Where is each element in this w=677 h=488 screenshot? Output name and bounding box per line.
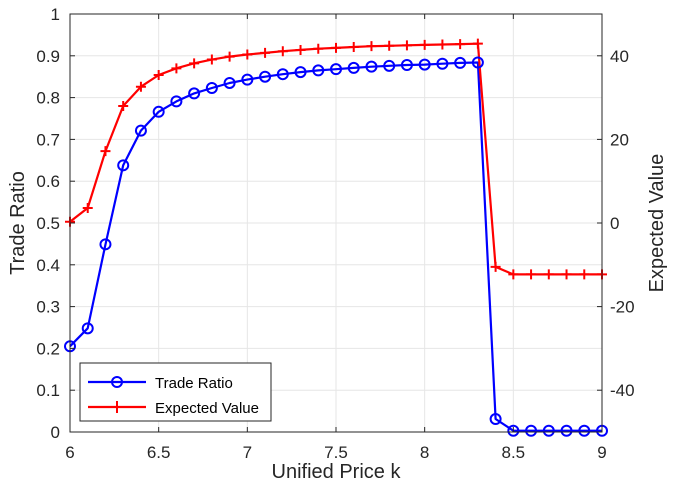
data-point-trade-ratio bbox=[560, 424, 573, 437]
data-point-expected-value bbox=[189, 58, 200, 69]
series-markers bbox=[64, 38, 608, 437]
data-point-expected-value bbox=[313, 43, 324, 54]
data-point-trade-ratio bbox=[152, 105, 165, 118]
data-point-expected-value bbox=[561, 269, 572, 280]
y-left-tick-label: 0.3 bbox=[36, 298, 60, 317]
data-point-expected-value bbox=[153, 70, 164, 81]
data-point-trade-ratio bbox=[99, 238, 112, 251]
x-axis-title: Unified Price k bbox=[272, 461, 402, 483]
data-point-expected-value bbox=[118, 100, 129, 111]
data-point-expected-value bbox=[419, 39, 430, 50]
data-point-trade-ratio bbox=[205, 81, 218, 94]
legend-marker-expected-value bbox=[111, 401, 123, 413]
data-point-trade-ratio bbox=[312, 64, 325, 77]
y-left-tick-label: 0.1 bbox=[36, 381, 60, 400]
data-point-expected-value bbox=[295, 44, 306, 55]
data-point-expected-value bbox=[135, 81, 146, 92]
data-point-trade-ratio bbox=[489, 413, 502, 426]
x-tick-label: 9 bbox=[597, 443, 606, 462]
y-right-tick-label: 0 bbox=[610, 214, 619, 233]
data-point-expected-value bbox=[82, 202, 93, 213]
data-point-expected-value bbox=[526, 269, 537, 280]
data-point-expected-value bbox=[348, 42, 359, 53]
x-tick-label: 7 bbox=[243, 443, 252, 462]
data-point-trade-ratio bbox=[365, 60, 378, 73]
y-left-tick-label: 0.8 bbox=[36, 89, 60, 108]
data-point-expected-value bbox=[366, 41, 377, 52]
legend-label-trade-ratio: Trade Ratio bbox=[155, 375, 233, 392]
data-point-trade-ratio bbox=[81, 322, 94, 335]
legend-box bbox=[79, 362, 272, 422]
y-left-tick-label: 0.7 bbox=[36, 130, 60, 149]
data-point-trade-ratio bbox=[436, 57, 449, 70]
data-point-trade-ratio bbox=[188, 87, 201, 100]
data-point-trade-ratio bbox=[330, 63, 342, 76]
data-point-trade-ratio bbox=[383, 59, 396, 72]
data-point-expected-value bbox=[543, 269, 554, 280]
legend: Trade Ratio Expected Value bbox=[79, 362, 272, 422]
data-point-trade-ratio bbox=[241, 73, 254, 86]
axis-ticks: 6 6.5 7 7.5 8 8.5 9 0 0.1 0.2 0.3 0.4 0.5 0.6 0.7 0.8 0.… bbox=[36, 5, 634, 462]
y-left-tick-label: 0.2 bbox=[36, 339, 60, 358]
data-point-expected-value bbox=[508, 269, 519, 280]
data-point-trade-ratio bbox=[347, 61, 360, 74]
data-point-expected-value bbox=[384, 40, 395, 51]
data-point-trade-ratio bbox=[525, 424, 538, 437]
data-point-trade-ratio bbox=[454, 56, 467, 69]
x-tick-label: 6 bbox=[65, 443, 74, 462]
x-tick-label: 6.5 bbox=[147, 443, 171, 462]
y-left-tick-label: 0.9 bbox=[36, 47, 60, 66]
data-point-expected-value bbox=[437, 39, 448, 50]
legend-label-expected-value: Expected Value bbox=[155, 400, 259, 417]
data-point-trade-ratio bbox=[507, 424, 520, 437]
data-point-trade-ratio bbox=[276, 68, 289, 81]
data-point-trade-ratio bbox=[294, 66, 307, 79]
data-point-expected-value bbox=[242, 49, 253, 60]
y-left-tick-label: 1 bbox=[51, 5, 60, 24]
legend-marker-trade-ratio bbox=[111, 376, 123, 388]
data-point-trade-ratio bbox=[223, 76, 236, 89]
data-point-expected-value bbox=[224, 51, 235, 62]
data-point-expected-value bbox=[277, 46, 288, 57]
y-right-tick-label: 40 bbox=[610, 47, 629, 66]
data-point-expected-value bbox=[455, 39, 466, 50]
y-left-tick-label: 0.6 bbox=[36, 172, 60, 191]
y-left-tick-label: 0.4 bbox=[36, 256, 60, 275]
data-point-expected-value bbox=[171, 63, 182, 74]
data-point-trade-ratio bbox=[400, 58, 413, 71]
data-point-trade-ratio bbox=[471, 56, 484, 69]
y-right-tick-label: 20 bbox=[610, 130, 629, 149]
data-point-expected-value bbox=[401, 40, 412, 51]
y-axis-left-title: Trade Ratio bbox=[7, 171, 29, 275]
x-tick-label: 8.5 bbox=[502, 443, 526, 462]
data-point-expected-value bbox=[579, 269, 590, 280]
y-axis-right-title: Expected Value bbox=[646, 154, 668, 293]
x-tick-label: 7.5 bbox=[324, 443, 348, 462]
data-point-expected-value bbox=[331, 42, 341, 53]
data-point-trade-ratio bbox=[170, 95, 183, 108]
data-point-trade-ratio bbox=[134, 124, 147, 137]
y-right-tick-label: -20 bbox=[610, 298, 635, 317]
data-point-expected-value bbox=[206, 54, 217, 65]
data-point-expected-value bbox=[490, 261, 501, 272]
data-point-expected-value bbox=[472, 38, 483, 49]
data-point-trade-ratio bbox=[259, 70, 272, 83]
data-point-expected-value bbox=[100, 146, 111, 157]
data-point-trade-ratio bbox=[578, 424, 591, 437]
y-left-tick-label: 0.5 bbox=[36, 214, 60, 233]
x-tick-label: 8 bbox=[420, 443, 429, 462]
data-point-trade-ratio bbox=[542, 424, 555, 437]
data-point-trade-ratio bbox=[418, 58, 431, 71]
data-point-expected-value bbox=[260, 47, 271, 58]
y-left-tick-label: 0 bbox=[51, 423, 60, 442]
y-right-tick-label: -40 bbox=[610, 381, 635, 400]
data-point-trade-ratio bbox=[117, 159, 130, 172]
